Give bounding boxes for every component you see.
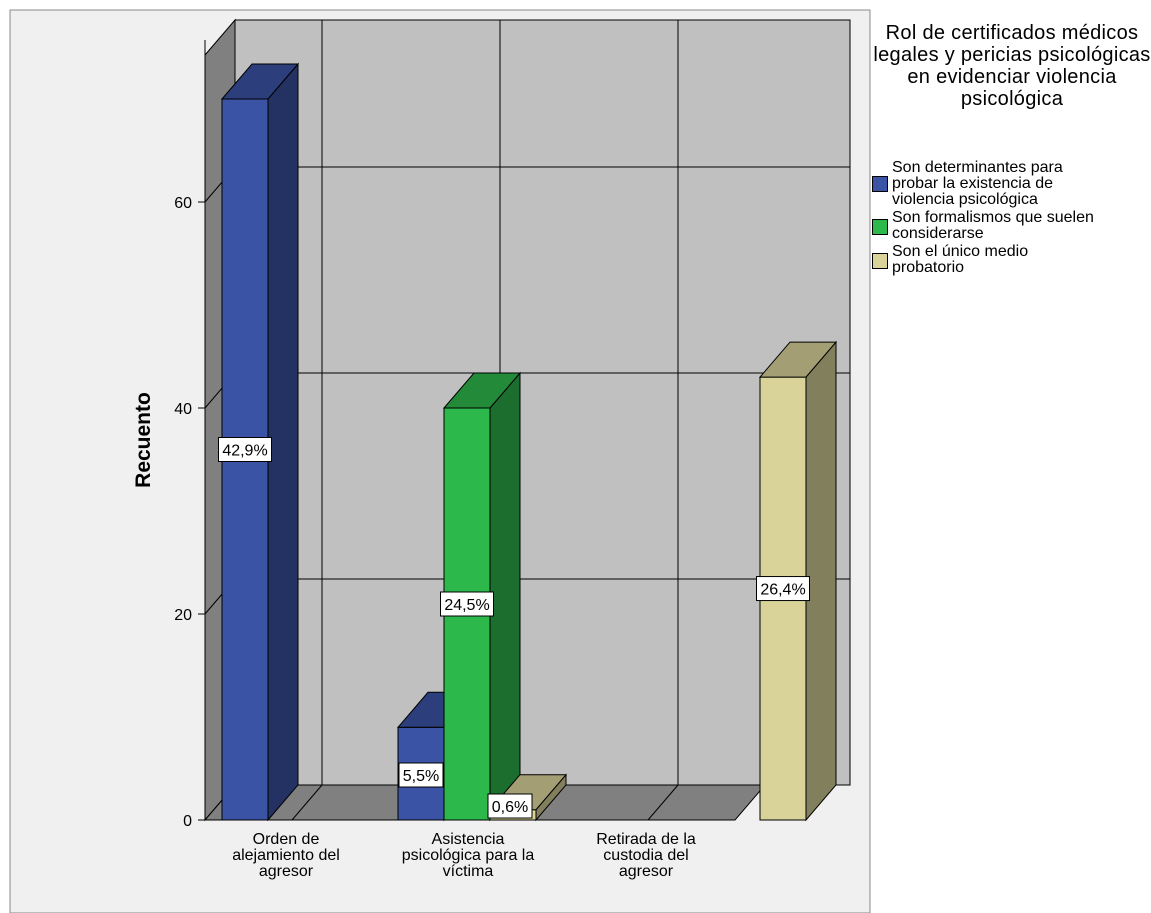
legend-label-line: considerarse bbox=[892, 225, 984, 242]
data-label-box bbox=[440, 591, 494, 617]
legend-swatch bbox=[872, 253, 888, 269]
x-tick-label-line: psicológica para la bbox=[402, 847, 535, 864]
x-tick-label: Retirada de la custodia del agresor bbox=[596, 831, 696, 880]
y-axis-title: Recuento bbox=[132, 392, 155, 488]
y-tick-label: 20 bbox=[174, 607, 192, 624]
legend-label-line: Son formalismos que suelen bbox=[892, 209, 1094, 226]
bar-side bbox=[489, 371, 521, 822]
legend-swatch bbox=[872, 219, 888, 235]
x-tick-label-line: agresor bbox=[619, 863, 674, 880]
data-label: 24,5% bbox=[440, 591, 494, 617]
legend-item-unico-medio: Son el único medio probatorio bbox=[872, 244, 1151, 276]
data-label: 0,6% bbox=[487, 793, 533, 819]
legend: Son determinantes para probar la existen… bbox=[872, 160, 1151, 278]
back-wall bbox=[234, 19, 851, 786]
x-tick-label-line: Orden de bbox=[253, 831, 320, 848]
bar-top bbox=[442, 372, 522, 409]
data-label: 42,9% bbox=[218, 437, 272, 462]
legend-label-line: probar la existencia de bbox=[892, 175, 1053, 192]
x-tick-label-line: custodia del bbox=[603, 847, 688, 864]
y-tick-label: 40 bbox=[174, 401, 192, 418]
x-tick-label-line: agresor bbox=[259, 863, 314, 880]
x-tick-label-line: alejamiento del bbox=[232, 847, 340, 864]
data-label-text: 42,9% bbox=[222, 443, 267, 460]
data-label: 26,4% bbox=[756, 576, 810, 602]
legend-label-line: Son el único medio bbox=[892, 243, 1029, 260]
x-tick-label: Asistencia psicológica para la víctima bbox=[402, 831, 535, 880]
data-label-text: 24,5% bbox=[444, 597, 489, 614]
bar-side bbox=[267, 62, 299, 822]
y-tick-label: 0 bbox=[183, 813, 192, 830]
data-labels: 42,9% 5,5% 24,5% 0,6% 26,4% bbox=[218, 437, 810, 819]
data-label-text: 26,4% bbox=[760, 582, 805, 599]
legend-label-line: Son determinantes para bbox=[892, 159, 1063, 176]
legend-title: Rol de certificados médicos legales y pe… bbox=[873, 22, 1151, 110]
x-tick-label-line: Retirada de la bbox=[596, 831, 696, 848]
bar-top bbox=[220, 63, 300, 100]
x-axis-labels: Orden de alejamiento del agresorAsistencia… bbox=[232, 831, 696, 880]
legend-item-determinantes: Son determinantes para probar la existen… bbox=[872, 160, 1151, 208]
legend-item-formalismos: Son formalismos que suelen considerarse bbox=[872, 210, 1151, 242]
x-tick-label-line: víctima bbox=[443, 863, 494, 880]
data-label-box bbox=[218, 437, 272, 462]
legend-swatch bbox=[872, 176, 888, 192]
grid-line-floor bbox=[291, 784, 323, 821]
bar-side bbox=[805, 340, 837, 822]
data-label-box bbox=[398, 762, 444, 788]
grid-line-floor bbox=[647, 784, 679, 821]
x-tick-label: Orden de alejamiento del agresor bbox=[232, 831, 340, 880]
data-label-box bbox=[487, 793, 533, 819]
data-label-box bbox=[756, 576, 810, 602]
bars bbox=[220, 62, 838, 822]
data-label: 5,5% bbox=[398, 762, 444, 788]
y-tick-label: 60 bbox=[174, 195, 192, 212]
data-label-text: 0,6% bbox=[492, 799, 528, 816]
data-label-text: 5,5% bbox=[403, 768, 439, 785]
legend-label-line: probatorio bbox=[892, 259, 965, 276]
bar-top bbox=[758, 341, 838, 378]
x-tick-label-line: Asistencia bbox=[432, 831, 505, 848]
legend-label-line: violencia psicológica bbox=[892, 191, 1038, 208]
